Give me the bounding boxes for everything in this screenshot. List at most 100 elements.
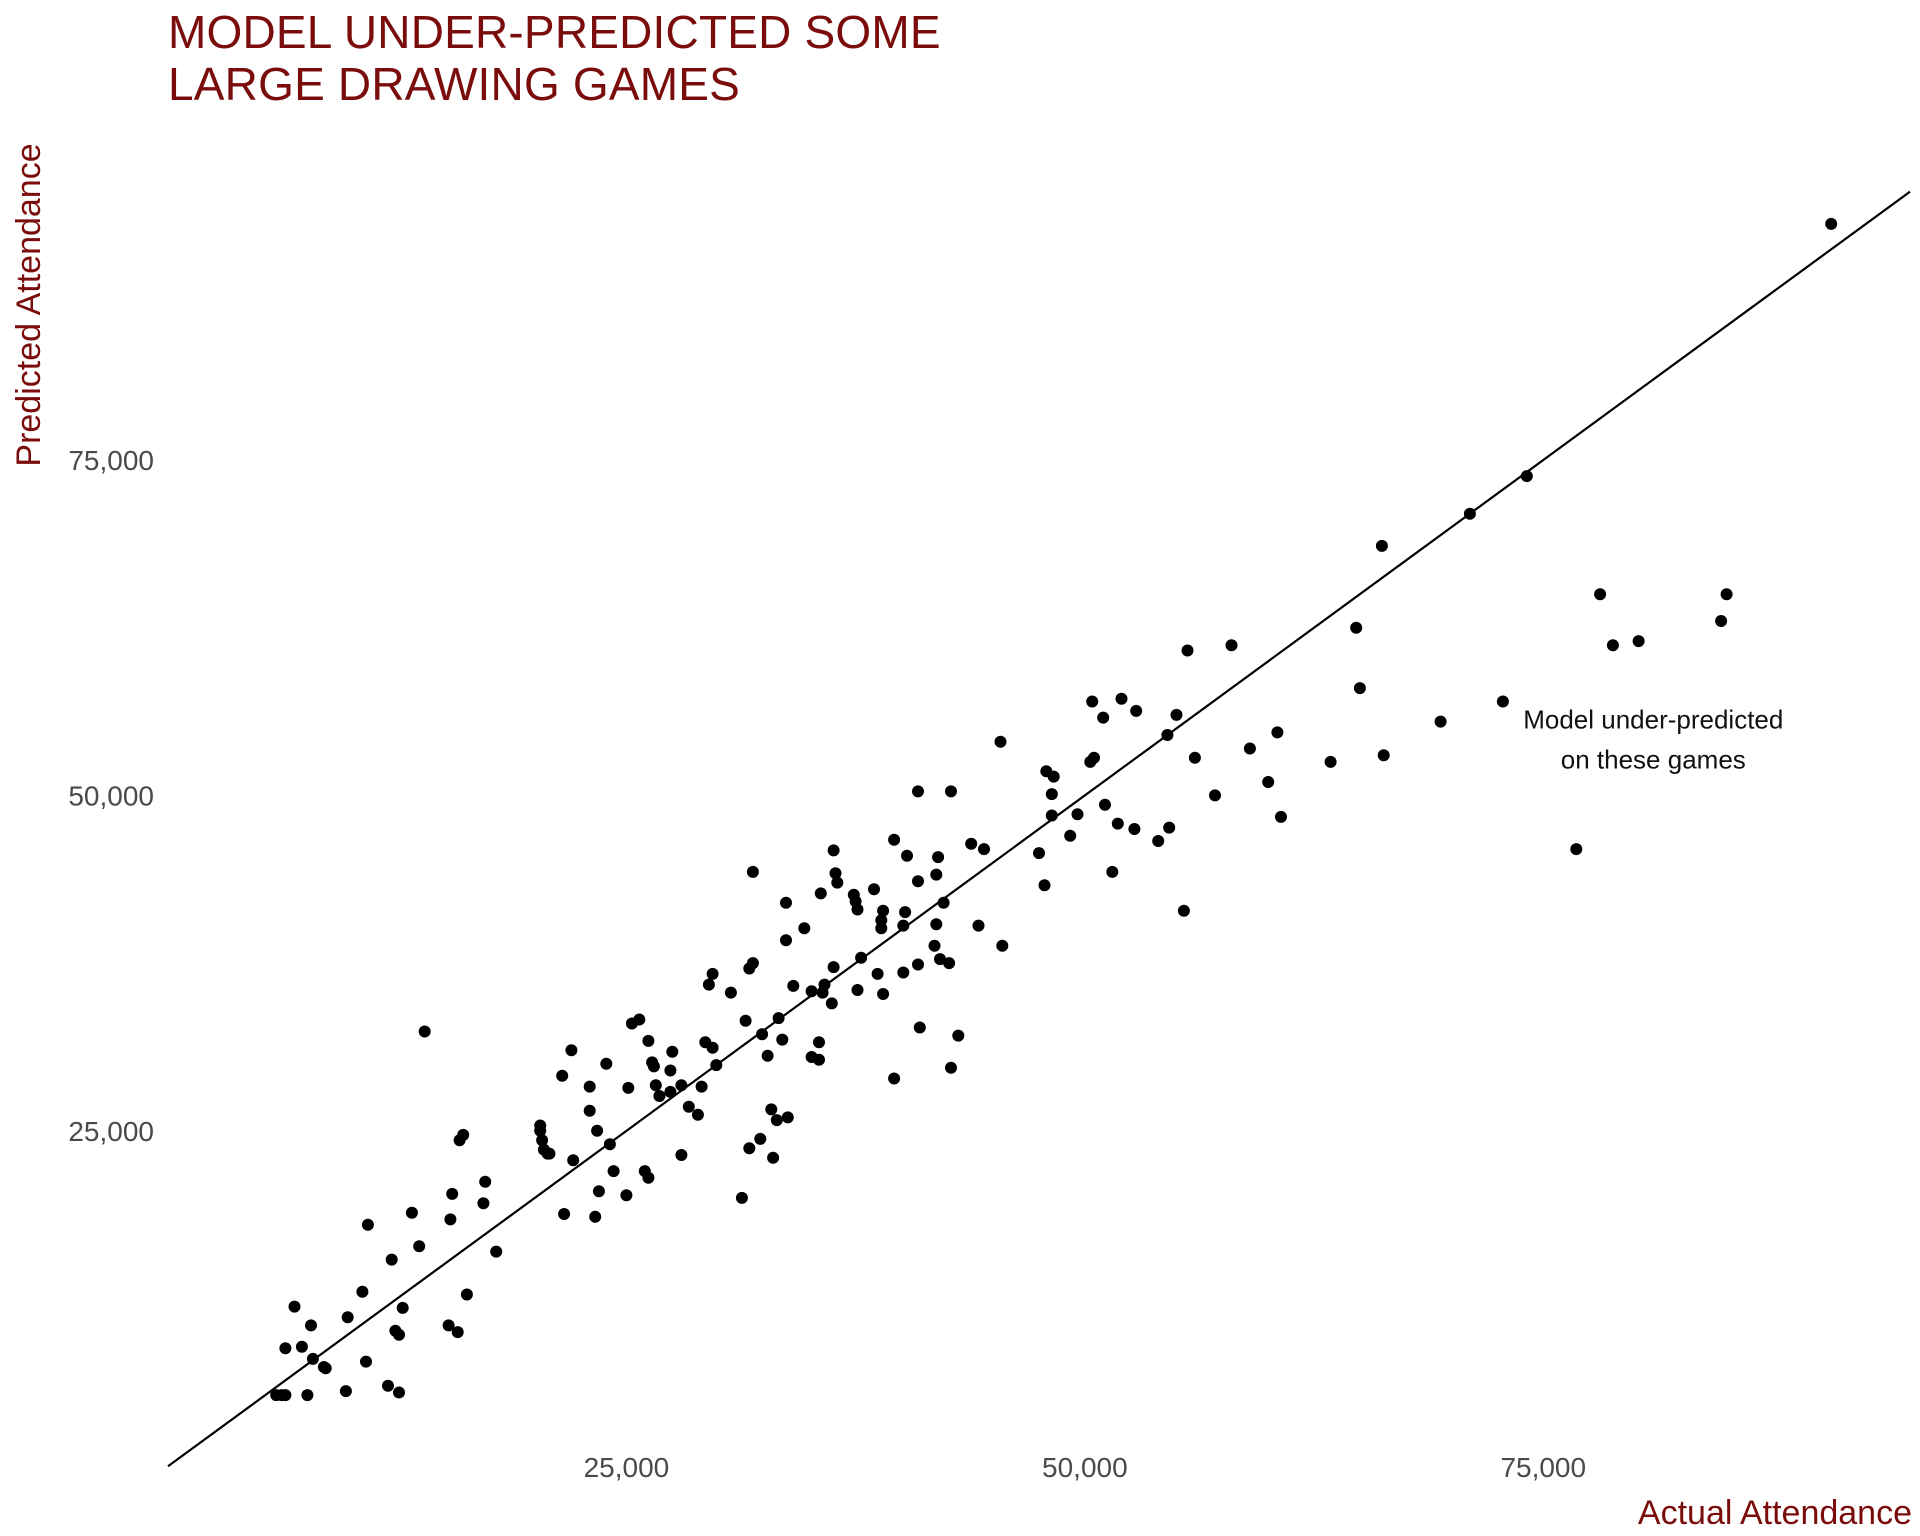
data-point (945, 1061, 957, 1074)
data-point (888, 833, 901, 846)
data-point (937, 896, 950, 909)
data-point (1111, 817, 1124, 830)
data-point (761, 1049, 774, 1062)
data-point (1825, 217, 1838, 230)
data-point (653, 1090, 666, 1102)
data-point (460, 1288, 473, 1301)
data-point (776, 1033, 789, 1046)
data-point (978, 843, 990, 856)
data-point (691, 1108, 704, 1121)
x-axis-ticks: 25,000 50,000 75,000 (584, 1452, 1586, 1483)
chart-title-line-2: LARGE DRAWING GAMES (168, 58, 741, 110)
data-point (787, 979, 800, 992)
x-tick-label: 25,000 (584, 1452, 670, 1483)
data-point (1038, 879, 1051, 892)
x-axis-title: Actual Attendance (1638, 1494, 1912, 1532)
chart-title-line-1: MODEL UNDER-PREDICTED SOME (168, 6, 941, 58)
data-point (930, 918, 943, 931)
data-point (591, 1124, 604, 1137)
data-point (479, 1175, 492, 1188)
data-point (339, 1385, 352, 1398)
data-point (360, 1355, 372, 1368)
data-point (279, 1389, 292, 1402)
data-point (1086, 695, 1099, 708)
data-point (875, 914, 888, 927)
data-point (855, 951, 868, 964)
data-point (592, 1185, 605, 1198)
data-point (912, 958, 924, 971)
data-point (932, 851, 945, 864)
data-point (534, 1119, 547, 1132)
data-point (897, 919, 910, 932)
data-point (1209, 789, 1221, 802)
data-point (1064, 829, 1077, 842)
data-point (831, 876, 844, 889)
data-point (706, 967, 719, 980)
data-point (1170, 708, 1183, 721)
data-point (664, 1085, 677, 1098)
data-point (558, 1208, 571, 1220)
data-point (536, 1134, 549, 1147)
data-point (899, 906, 912, 919)
data-point (1262, 776, 1275, 788)
data-point (1715, 615, 1728, 627)
data-point (556, 1069, 569, 1082)
data-point (1106, 865, 1119, 878)
data-point (772, 1012, 785, 1025)
data-point (405, 1206, 418, 1219)
data-point (827, 844, 840, 857)
data-point (702, 978, 715, 991)
data-point (279, 1342, 292, 1355)
data-point (1163, 821, 1176, 834)
data-point (1377, 749, 1390, 762)
data-point (1225, 639, 1238, 652)
data-point (583, 1104, 596, 1117)
data-point (642, 1171, 655, 1184)
data-point (827, 961, 840, 974)
data-point (442, 1319, 455, 1332)
annotation-line-1: Model under-predicted (1523, 704, 1783, 734)
data-point (444, 1213, 457, 1226)
data-points (270, 217, 1838, 1402)
data-point (675, 1149, 688, 1161)
data-point (877, 988, 890, 1000)
data-point (319, 1362, 332, 1375)
data-point (642, 1034, 655, 1047)
data-point (382, 1379, 394, 1392)
data-point (675, 1079, 688, 1092)
data-point (393, 1386, 405, 1399)
data-point (1045, 809, 1058, 822)
data-point (1097, 711, 1110, 724)
data-point (952, 1029, 965, 1042)
data-point (1084, 755, 1097, 768)
data-point (934, 953, 946, 966)
data-point (1047, 770, 1060, 783)
data-point (451, 1326, 464, 1339)
data-point (1570, 843, 1583, 856)
data-point (537, 1143, 550, 1156)
data-point (1594, 588, 1607, 601)
data-point (567, 1154, 580, 1167)
data-point (649, 1079, 662, 1092)
data-point (288, 1300, 301, 1313)
data-point (930, 868, 943, 881)
data-point (1271, 726, 1284, 739)
y-tick-label: 75,000 (68, 445, 154, 476)
data-point (805, 1051, 818, 1063)
data-point (1130, 704, 1143, 717)
reference-line (167, 190, 1911, 1468)
data-point (413, 1240, 426, 1253)
data-point (622, 1081, 635, 1094)
data-point (625, 1017, 638, 1030)
data-point (306, 1352, 319, 1365)
data-point (710, 1059, 723, 1072)
data-point (1496, 695, 1509, 708)
data-point (1375, 539, 1388, 552)
data-point (765, 1103, 778, 1116)
chart-title: MODEL UNDER-PREDICTED SOME LARGE DRAWING… (168, 6, 941, 110)
data-point (945, 785, 957, 798)
data-point (798, 922, 811, 935)
data-point (965, 837, 978, 850)
data-point (393, 1328, 405, 1341)
